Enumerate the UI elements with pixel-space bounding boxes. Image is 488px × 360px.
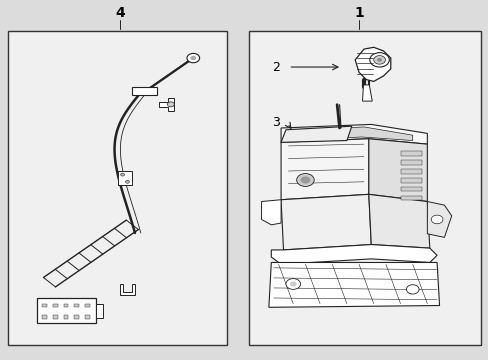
Polygon shape bbox=[400, 169, 422, 174]
Circle shape bbox=[369, 53, 388, 67]
Polygon shape bbox=[132, 87, 157, 95]
Polygon shape bbox=[118, 171, 132, 185]
Polygon shape bbox=[362, 85, 371, 101]
Circle shape bbox=[289, 282, 296, 287]
Circle shape bbox=[121, 173, 124, 176]
Circle shape bbox=[190, 56, 196, 60]
Bar bbox=[74, 304, 79, 307]
Text: 2: 2 bbox=[272, 60, 280, 73]
Bar bbox=[53, 304, 58, 307]
Polygon shape bbox=[96, 304, 103, 318]
Polygon shape bbox=[281, 139, 368, 200]
Polygon shape bbox=[400, 178, 422, 183]
Circle shape bbox=[125, 180, 129, 183]
Circle shape bbox=[430, 215, 442, 224]
Polygon shape bbox=[400, 196, 422, 201]
Polygon shape bbox=[400, 187, 422, 192]
Bar bbox=[63, 304, 68, 307]
Circle shape bbox=[167, 102, 174, 107]
Circle shape bbox=[376, 58, 381, 62]
Bar bbox=[42, 304, 47, 307]
Polygon shape bbox=[281, 194, 370, 250]
Bar bbox=[42, 315, 47, 319]
Polygon shape bbox=[427, 202, 451, 237]
Circle shape bbox=[285, 279, 300, 289]
Polygon shape bbox=[400, 151, 422, 156]
Text: 4: 4 bbox=[115, 6, 125, 20]
Text: 1: 1 bbox=[353, 6, 363, 20]
Bar bbox=[74, 315, 79, 319]
Bar bbox=[63, 315, 68, 319]
Bar bbox=[8, 31, 227, 345]
Polygon shape bbox=[271, 244, 436, 264]
Polygon shape bbox=[298, 127, 412, 140]
Circle shape bbox=[406, 285, 418, 294]
Bar bbox=[85, 315, 90, 319]
Polygon shape bbox=[368, 139, 427, 202]
Circle shape bbox=[296, 174, 314, 186]
Bar bbox=[37, 298, 96, 323]
Bar bbox=[53, 315, 58, 319]
Polygon shape bbox=[261, 200, 281, 225]
Circle shape bbox=[186, 53, 199, 63]
Polygon shape bbox=[368, 194, 429, 248]
Circle shape bbox=[373, 55, 385, 64]
Polygon shape bbox=[354, 47, 390, 81]
Bar bbox=[85, 304, 90, 307]
Circle shape bbox=[300, 176, 310, 184]
Text: 3: 3 bbox=[272, 116, 280, 129]
Polygon shape bbox=[120, 284, 135, 295]
Polygon shape bbox=[281, 125, 427, 144]
Polygon shape bbox=[281, 126, 351, 142]
Polygon shape bbox=[400, 160, 422, 165]
Bar bbox=[249, 31, 480, 345]
Polygon shape bbox=[268, 262, 439, 307]
Polygon shape bbox=[159, 98, 173, 111]
